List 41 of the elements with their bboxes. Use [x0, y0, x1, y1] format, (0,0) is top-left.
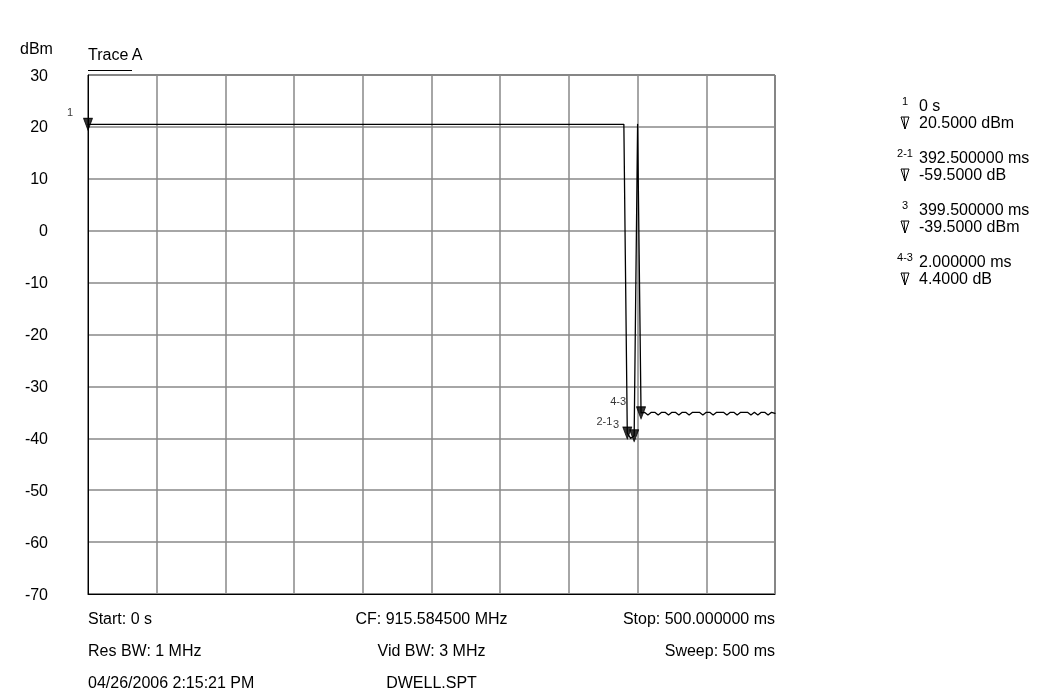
- text: Vid BW: 3 MHz: [377, 642, 486, 660]
- point: [622, 426, 633, 440]
- annotation: 3: [613, 417, 620, 430]
- y-tick-label: -60: [24, 533, 49, 551]
- annotation: 2-1: [596, 415, 613, 428]
- text: 2-1: [897, 147, 913, 159]
- text: Stop: 500.000000 ms: [622, 610, 775, 628]
- text: 0 s: [919, 97, 941, 115]
- text: 392.500000 ms: [919, 149, 1030, 167]
- text: Start: 0 s: [88, 610, 153, 628]
- text: 1: [901, 95, 909, 107]
- y-tick-label: -50: [24, 481, 49, 499]
- text: 3: [901, 199, 909, 211]
- text: 20.5000 dBm: [919, 114, 1015, 132]
- point: [636, 406, 647, 420]
- y-tick-label: -10: [24, 274, 49, 292]
- point: [629, 429, 640, 443]
- text: Sweep: 500 ms: [664, 642, 775, 660]
- text: DWELL.SPT: [386, 674, 477, 692]
- y-tick-label: 10: [30, 170, 49, 188]
- chart-subtitle: Trace A: [88, 46, 143, 64]
- text: 04/26/2006 2:15:21 PM: [88, 674, 255, 692]
- y-axis-title: dBm: [20, 40, 53, 58]
- text: 1: [66, 106, 74, 119]
- text: -59.5000 dB: [919, 166, 1007, 184]
- text: 2.000000 ms: [919, 253, 1012, 271]
- y-tick-label: -40: [24, 429, 49, 447]
- text: 4-3: [897, 251, 913, 263]
- y-tick-label: -20: [24, 326, 49, 343]
- annotation: 4-3: [610, 394, 627, 407]
- text: CF: 915.584500 MHz: [355, 610, 508, 628]
- y-tick-label: 30: [30, 66, 49, 84]
- point: [83, 117, 93, 131]
- y-tick-label: 0: [39, 222, 49, 240]
- text: 399.500000 ms: [919, 201, 1030, 219]
- text: Res BW: 1 MHz: [88, 642, 202, 660]
- y-tick-label: -30: [24, 377, 49, 395]
- y-tick-label: 20: [30, 118, 49, 136]
- text: -39.5000 dBm: [919, 218, 1020, 236]
- text: 4.4000 dB: [919, 270, 992, 288]
- y-tick-label: -70: [24, 585, 49, 603]
